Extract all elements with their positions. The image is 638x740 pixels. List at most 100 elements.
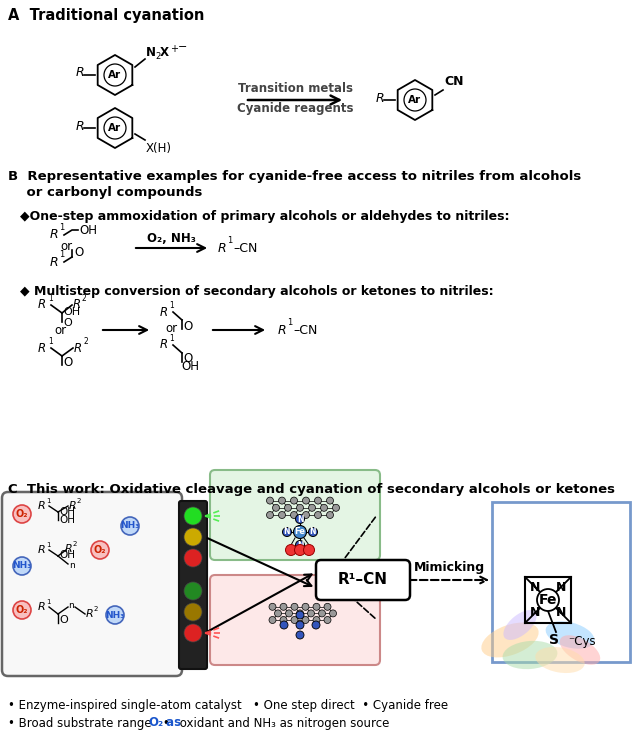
Text: O₂: O₂ [148,716,163,730]
Circle shape [332,504,339,511]
Text: N: N [284,528,290,536]
FancyBboxPatch shape [316,560,410,600]
Text: R: R [50,255,59,269]
Text: O: O [74,246,83,260]
Circle shape [290,497,297,504]
Text: O₂: O₂ [16,509,28,519]
Circle shape [283,528,292,536]
Text: ◆One-step ammoxidation of primary alcohols or aldehydes to nitriles:: ◆One-step ammoxidation of primary alcoho… [20,210,510,223]
Circle shape [313,616,320,624]
Text: 1: 1 [169,301,174,310]
FancyBboxPatch shape [210,470,380,560]
FancyBboxPatch shape [2,492,182,676]
Text: C  This work: Oxidative cleavage and cyanation of secondary alcohols or ketones: C This work: Oxidative cleavage and cyan… [8,483,615,496]
Text: O₂: O₂ [16,605,28,615]
Text: R: R [38,501,46,511]
Text: 2: 2 [73,541,77,547]
Circle shape [13,601,31,619]
Text: N: N [530,581,540,593]
Text: Mimicking: Mimicking [413,562,485,574]
Circle shape [269,616,276,624]
Text: R: R [38,602,46,612]
Circle shape [302,511,309,519]
Text: 1: 1 [59,223,64,232]
Text: N: N [556,581,566,593]
Text: X(H): X(H) [146,142,172,155]
Text: O₂: O₂ [94,545,107,555]
Text: N: N [530,606,540,619]
Text: or carbonyl compounds: or carbonyl compounds [8,186,202,199]
Text: O: O [59,615,68,625]
Text: OH: OH [63,307,80,317]
Circle shape [308,610,315,617]
Text: N: N [297,514,303,523]
Circle shape [184,603,202,621]
Circle shape [272,504,279,511]
Circle shape [269,603,276,610]
Text: S: S [549,633,559,647]
Circle shape [296,621,304,629]
Text: R: R [38,341,46,354]
Text: 1: 1 [48,294,53,303]
Text: OH: OH [59,515,75,525]
Ellipse shape [560,635,600,665]
Text: −: − [178,42,188,52]
Circle shape [313,603,320,610]
Text: CN: CN [444,75,463,88]
Text: n: n [69,562,75,571]
Text: Ar: Ar [108,70,122,80]
Circle shape [280,621,288,629]
Text: O: O [183,320,192,332]
Text: R: R [38,545,46,555]
Circle shape [291,616,298,624]
Text: R: R [76,67,85,79]
Circle shape [327,511,334,519]
Text: O₂, NH₃: O₂, NH₃ [147,232,196,245]
Circle shape [91,541,109,559]
Text: R: R [50,229,59,241]
Text: Ar: Ar [108,123,122,133]
Text: R: R [69,501,77,511]
Text: O: O [63,318,71,328]
Ellipse shape [545,622,595,649]
Text: or: or [60,240,72,254]
Circle shape [320,504,327,511]
Text: ⁻Cys: ⁻Cys [568,636,596,648]
Text: 1: 1 [227,236,232,245]
Text: 2: 2 [83,337,88,346]
Circle shape [13,557,31,575]
Text: 1: 1 [46,542,50,548]
Text: B  Representative examples for cyanide-free access to nitriles from alcohols: B Representative examples for cyanide-fr… [8,170,581,183]
Text: N: N [556,606,566,619]
Text: • Broad substrate range   •: • Broad substrate range • [8,716,174,730]
Text: R: R [218,241,226,255]
Text: 2: 2 [77,498,82,504]
Text: NH₃: NH₃ [121,522,140,531]
Circle shape [537,589,559,611]
Text: 1: 1 [48,337,53,346]
Circle shape [302,616,309,624]
Text: or: or [165,321,177,334]
Text: X: X [160,46,169,59]
Text: Transition metals: Transition metals [237,82,353,95]
Text: R: R [38,298,46,312]
Text: R: R [86,609,94,619]
Text: n: n [68,600,74,610]
Text: OH: OH [181,360,199,374]
Circle shape [184,528,202,546]
Text: R: R [376,92,385,104]
Text: Ar: Ar [408,95,422,105]
Text: as: as [162,716,181,730]
Text: R: R [74,341,82,354]
FancyBboxPatch shape [492,502,630,662]
Circle shape [13,505,31,523]
Text: NH₃: NH₃ [105,610,124,619]
Text: 1: 1 [169,334,174,343]
Circle shape [309,504,316,511]
Text: 1: 1 [287,318,292,327]
Text: R: R [65,544,73,554]
Text: • Enzyme-inspired single-atom catalyst   • One step direct  • Cyanide free: • Enzyme-inspired single-atom catalyst •… [8,699,448,711]
Circle shape [291,603,298,610]
Circle shape [184,507,202,525]
Text: ◆ Multistep conversion of secondary alcohols or ketones to nitriles:: ◆ Multistep conversion of secondary alco… [20,285,494,298]
